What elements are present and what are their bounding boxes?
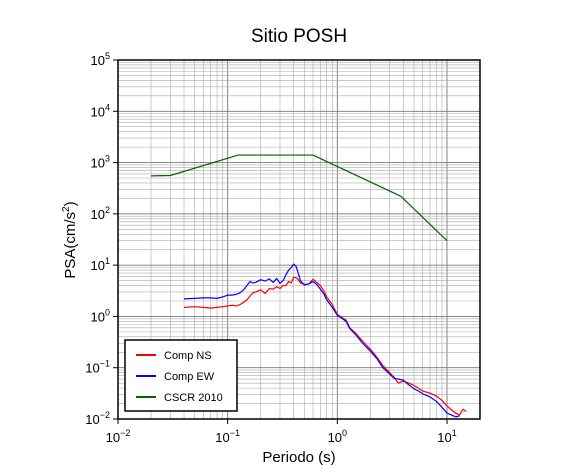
y-tick-label: 10−1 <box>85 359 110 376</box>
y-tick-base: 10 <box>91 156 105 171</box>
y-tick-base: 10 <box>91 309 105 324</box>
x-tick-exp: 1 <box>452 428 457 438</box>
plot-frame <box>117 59 481 420</box>
series-line-2 <box>183 263 460 418</box>
y-tick-base: 10 <box>85 361 99 376</box>
x-tick-base: 10 <box>328 430 342 445</box>
x-tick-exp: −1 <box>230 428 240 438</box>
x-tick-base: 10 <box>437 430 451 445</box>
y-tick-exp: 0 <box>105 307 110 317</box>
y-tick-base: 10 <box>91 258 105 273</box>
y-tick-base: 10 <box>91 53 105 68</box>
grid <box>113 59 480 424</box>
y-tick-base: 10 <box>91 207 105 222</box>
y-axis-label: PSA(cm/s2) <box>61 201 79 278</box>
legend: Comp NS Comp EW CSCR 2010 <box>124 339 238 412</box>
legend-label-3: CSCR 2010 <box>164 392 223 404</box>
x-tick-exp: 0 <box>342 428 347 438</box>
series-group <box>150 154 467 418</box>
x-tick-label: 101 <box>437 428 456 445</box>
y-tick-label: 103 <box>91 154 110 171</box>
y-tick-exp: 5 <box>105 51 110 61</box>
y-tick-exp: −1 <box>100 359 110 369</box>
x-tick-base: 10 <box>215 430 229 445</box>
y-tick-label: 10−2 <box>85 410 110 427</box>
y-tick-label: 100 <box>91 307 110 324</box>
y-tick-label: 101 <box>91 256 110 273</box>
y-axis-label-sup: 2 <box>61 206 72 212</box>
y-tick-base: 10 <box>91 104 105 119</box>
y-axis-label-tail: ) <box>62 201 79 206</box>
legend-label-2: Comp EW <box>164 371 215 383</box>
series-line-3 <box>150 154 448 242</box>
x-tick-label: 10−1 <box>215 428 240 445</box>
y-tick-exp: 1 <box>105 256 110 266</box>
y-tick-label: 104 <box>91 102 110 119</box>
y-tick-exp: 2 <box>105 205 110 215</box>
chart-title: Sitio POSH <box>251 26 347 47</box>
x-tick-base: 10 <box>106 430 120 445</box>
y-tick-exp: −2 <box>100 410 110 420</box>
y-tick-label: 102 <box>91 205 110 222</box>
y-tick-base: 10 <box>85 412 99 427</box>
x-axis-label: Periodo (s) <box>262 449 335 466</box>
series-line-1 <box>183 276 467 416</box>
y-tick-label: 105 <box>91 51 110 68</box>
x-tick-label: 100 <box>328 428 347 445</box>
x-tick-exp: −2 <box>120 428 130 438</box>
y-axis-label-main: PSA(cm/s <box>62 212 79 279</box>
x-tick-label: 10−2 <box>106 428 131 445</box>
y-tick-exp: 3 <box>105 154 110 164</box>
x-tick-labels: 10−2 10−1 100 101 <box>106 428 457 445</box>
y-tick-exp: 4 <box>105 102 110 112</box>
legend-label-1: Comp NS <box>164 350 212 362</box>
